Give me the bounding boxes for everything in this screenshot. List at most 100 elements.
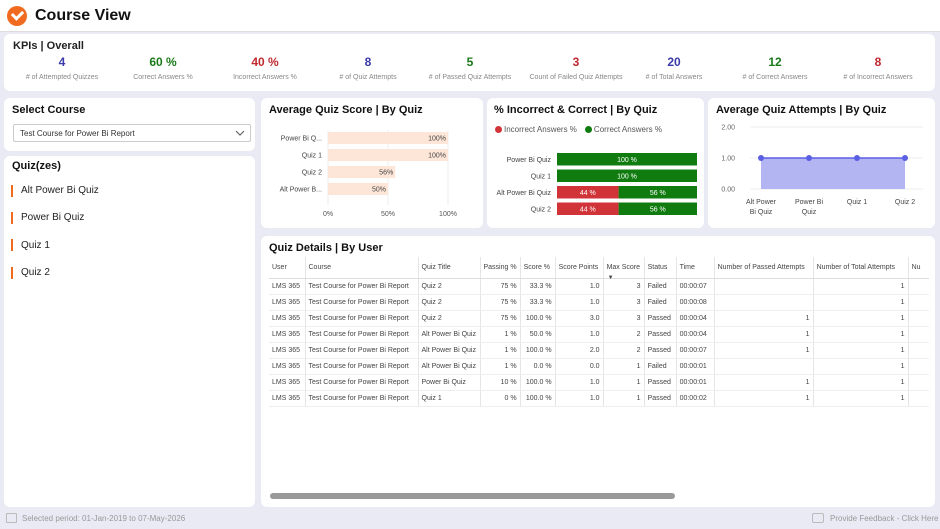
details-table: User Course Quiz Title Passing % Score % Scor… [269,257,929,408]
legend-item-correct[interactable]: Correct Answers % [584,125,662,134]
column-header[interactable]: Number of Total Attempts [813,257,909,279]
column-header[interactable]: Max Score ▼ [603,257,645,281]
feedback-link[interactable]: Provide Feedback - Click Here [830,514,939,523]
segment-label: 44 % [580,190,596,197]
column-header[interactable]: Course [305,257,419,279]
column-header[interactable]: Passing % [480,257,521,279]
table-row[interactable]: LMS 365 Test Course for Power Bi Report Al… [269,358,929,376]
table-cell: 50.0 % [520,326,556,343]
stacked-bar-segment[interactable] [557,153,697,166]
column-header[interactable]: Nu [908,257,929,279]
kpi-value: 12 [768,55,782,69]
table-row[interactable]: LMS 365 Test Course for Power Bi Report Al… [269,326,929,343]
table-cell: 1 [813,342,909,359]
legend-dot-correct [584,126,592,133]
table-cell: 3 [603,294,645,311]
table-cell: LMS 365 [269,358,306,376]
table-cell: LMS 365 [269,278,306,295]
kpi-value: 20 [667,55,681,69]
stacked-bar-segment[interactable] [618,202,697,216]
table-cell: 1 [603,374,645,392]
calendar-icon [6,513,17,523]
pct-correct-card: % Incorrect & Correct | By Quiz Incorrec… [487,98,704,228]
attempts-point[interactable] [854,155,860,161]
table-cell: 75 % [480,310,521,327]
kpi-label: # of Correct Answers [742,74,808,81]
table-cell [908,326,929,343]
category-label: Quiz 2 [531,206,551,213]
table-cell: LMS 365 [269,374,306,392]
column-header[interactable]: Number of Passed Attempts [714,257,814,279]
app-logo-icon [7,5,27,26]
quiz-marker [11,266,13,279]
kpi-label: Incorrect Answers % [233,74,297,81]
table-cell: 3.0 [555,310,604,327]
stacked-bar-segment[interactable] [618,186,697,199]
value-label: 100% [428,153,446,160]
score-bar[interactable] [328,132,448,144]
quiz-item-quiz-1[interactable]: Quiz 1 [11,232,99,259]
x-tick-label: Bi Quiz [750,209,773,216]
column-header[interactable]: Quiz Title [418,257,481,279]
table-row[interactable]: LMS 365 Test Course for Power Bi Report Qu… [269,278,929,295]
table-cell: 00:00:04 [676,326,715,343]
stacked-bar-segment[interactable] [557,202,619,216]
table-cell: 1 [714,310,814,327]
column-header[interactable]: Status [644,257,677,279]
stacked-bar-segment[interactable] [557,186,619,199]
kpi-quiz-attempts: 8 # of Quiz Attempts [318,54,418,81]
table-row[interactable]: LMS 365 Test Course for Power Bi Report Po… [269,374,929,392]
quiz-label: Quiz 1 [21,239,50,251]
quiz-label: Alt Power Bi Quiz [21,185,99,197]
table-cell: Quiz 1 [418,390,481,408]
legend-item-incorrect[interactable]: Incorrect Answers % [495,125,577,134]
table-cell: 1.0 [555,278,604,295]
course-select[interactable]: Test Course for Power Bi Report [13,124,251,142]
x-tick-label: 50% [381,211,395,218]
kpi-attempted-quizzes: 4 # of Attempted Quizzes [12,54,112,81]
legend-label: Correct Answers % [593,125,662,134]
attempts-point[interactable] [902,155,908,161]
score-bar[interactable] [328,166,396,178]
table-cell: 1 [813,294,909,311]
attempts-point[interactable] [806,155,812,161]
table-cell: LMS 365 [269,342,306,359]
horizontal-scrollbar[interactable] [270,493,675,499]
quiz-item-power-bi[interactable]: Power Bi Quiz [11,204,99,231]
table-cell [908,358,929,376]
attempts-point[interactable] [758,155,764,161]
segment-label: 56 % [650,206,666,213]
table-row[interactable]: LMS 365 Test Course for Power Bi Report Qu… [269,294,929,311]
column-header[interactable]: User [269,257,306,279]
table-row[interactable]: LMS 365 Test Course for Power Bi Report Qu… [269,310,929,327]
table-cell [908,278,929,295]
table-row[interactable]: LMS 365 Test Course for Power Bi Report Qu… [269,390,929,408]
score-bar[interactable] [328,149,448,161]
table-cell: LMS 365 [269,326,306,343]
table-row[interactable]: LMS 365 Test Course for Power Bi Report Al… [269,342,929,359]
table-cell: Failed [644,294,677,311]
table-cell [908,294,929,311]
column-header[interactable]: Score Points [555,257,604,279]
table-cell: Test Course for Power Bi Report [305,358,419,376]
score-bar[interactable] [328,183,388,195]
stacked-bar-segment[interactable] [557,169,697,183]
kpi-passed-attempts: 5 # of Passed Quiz Attempts [420,54,520,81]
value-label: 56% [379,170,393,177]
quiz-item-alt-power-bi[interactable]: Alt Power Bi Quiz [11,177,99,204]
category-label: Quiz 1 [302,153,322,160]
table-cell: Failed [644,278,677,295]
column-header[interactable]: Time [676,257,715,279]
table-cell: Test Course for Power Bi Report [305,326,419,343]
table-cell [908,374,929,392]
y-tick-label: 2.00 [721,125,735,132]
table-cell: LMS 365 [269,310,306,327]
quiz-item-quiz-2[interactable]: Quiz 2 [11,259,99,286]
x-tick-label: Quiz [802,209,817,216]
table-cell [714,294,814,311]
table-cell [908,342,929,359]
column-header[interactable]: Score % [520,257,556,279]
table-cell: 0.0 % [520,358,556,376]
avg-attempts-title: Average Quiz Attempts | By Quiz [716,104,887,116]
table-cell [714,278,814,295]
